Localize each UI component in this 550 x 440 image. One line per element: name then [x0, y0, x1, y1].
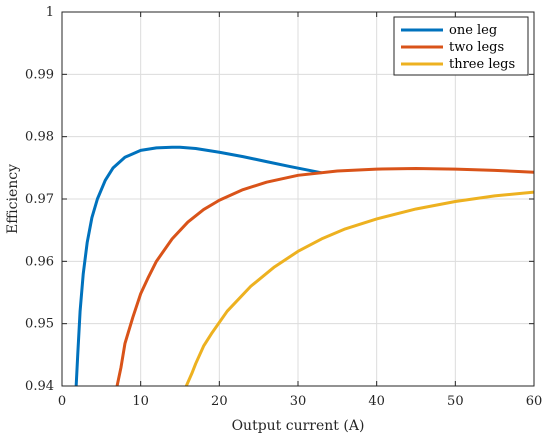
- y-tick-label: 0.98: [25, 130, 54, 145]
- y-tick-label: 0.94: [25, 379, 54, 394]
- x-axis-label: Output current (A): [232, 418, 365, 434]
- x-tick-label: 30: [290, 394, 307, 409]
- series-line-one-leg: [74, 145, 322, 387]
- x-tick-label: 0: [58, 394, 66, 409]
- series-line-two-legs: [115, 166, 535, 387]
- y-tick-label: 0.99: [25, 67, 54, 82]
- legend-label-two-legs: two legs: [449, 40, 504, 55]
- y-tick-label: 0.97: [25, 192, 54, 207]
- ticks: [61, 11, 535, 387]
- y-tick-label: 0.95: [25, 317, 54, 332]
- series-line-three-legs: [184, 190, 535, 387]
- x-tick-label: 50: [447, 394, 464, 409]
- x-tick-label: 40: [368, 394, 385, 409]
- tick-labels: 0 10 20 30 40 50 60 0.94 0.95 0.96 0.97 0.98 0.99 1: [25, 5, 542, 409]
- x-tick-label: 10: [132, 394, 149, 409]
- y-tick-label: 1: [46, 5, 54, 20]
- series-group: [74, 145, 535, 387]
- legend-label-one-leg: one leg: [449, 23, 497, 38]
- y-axis-label: Efficiency: [5, 164, 21, 234]
- x-tick-label: 60: [526, 394, 543, 409]
- y-tick-label: 0.96: [25, 254, 54, 269]
- legend: one leg two legs three legs: [393, 16, 529, 76]
- x-tick-label: 20: [211, 394, 228, 409]
- legend-label-three-legs: three legs: [449, 57, 515, 72]
